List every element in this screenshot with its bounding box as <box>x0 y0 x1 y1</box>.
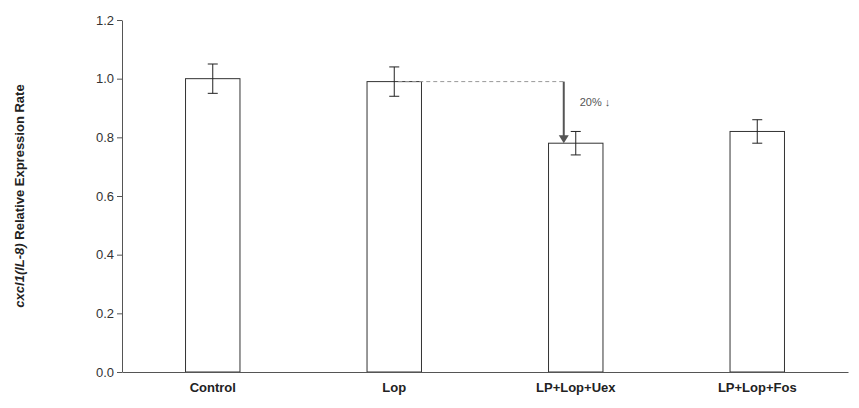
y-tick-mark <box>117 196 122 197</box>
chart: 0.0 0.2 0.4 0.6 0.8 1.0 1.2 Control Lop LP+Lop+Ue… <box>0 0 859 408</box>
error-cap <box>389 96 399 97</box>
x-tick: Lop <box>382 380 406 395</box>
x-tick-label: LP+Lop+Uex <box>536 380 616 395</box>
x-tick-label: LP+Lop+Fos <box>718 380 797 395</box>
error-bar <box>571 131 581 154</box>
y-tick-mark <box>117 79 122 80</box>
y-tick-label: 1.0 <box>96 71 114 86</box>
y-tick: 0.8 <box>96 130 122 145</box>
x-tick: LP+Lop+Uex <box>536 380 616 395</box>
error-cap <box>208 64 218 65</box>
arrow-shaft <box>563 82 565 137</box>
y-tick-label: 1.2 <box>96 13 114 28</box>
y-tick-mark <box>117 20 122 21</box>
y-tick-label: 0.6 <box>96 189 114 204</box>
error-stem <box>575 131 576 154</box>
y-tick-label: 0.2 <box>96 306 114 321</box>
y-tick-mark <box>117 137 122 138</box>
error-cap <box>752 143 762 144</box>
y-tick: 0.4 <box>96 247 122 262</box>
x-tick: Control <box>190 380 236 395</box>
arrow-head <box>559 135 569 143</box>
reference-line <box>398 81 564 82</box>
x-tick-label: Lop <box>382 380 406 395</box>
y-tick: 0.0 <box>96 365 122 380</box>
error-bar <box>389 67 399 96</box>
bar <box>186 79 240 372</box>
y-tick-label: 0.8 <box>96 130 114 145</box>
error-cap <box>571 131 581 132</box>
x-tick-label: Control <box>190 380 236 395</box>
error-cap <box>571 154 581 155</box>
x-axis-line <box>123 372 849 373</box>
y-tick: 0.6 <box>96 189 122 204</box>
annotation-text: 20% ↓ <box>580 96 611 108</box>
y-tick-mark <box>117 255 122 256</box>
error-bar <box>208 64 218 93</box>
error-cap <box>389 66 399 67</box>
y-tick-mark <box>117 313 122 314</box>
error-stem <box>394 67 395 96</box>
y-tick-label: 0.4 <box>96 247 114 262</box>
marks <box>186 64 785 372</box>
y-tick-label: 0.0 <box>96 365 114 380</box>
y-tick: 1.2 <box>96 13 122 28</box>
x-tick: LP+Lop+Fos <box>718 380 797 395</box>
x-axis: Control Lop LP+Lop+Uex LP+Lop+Fos <box>123 373 849 396</box>
annotation <box>398 82 569 144</box>
plot: 0.0 0.2 0.4 0.6 0.8 1.0 1.2 Control Lop LP+Lop+Ue… <box>96 13 849 396</box>
error-stem <box>212 64 213 93</box>
y-tick: 1.0 <box>96 71 122 86</box>
error-cap <box>752 119 762 120</box>
y-tick: 0.2 <box>96 306 122 321</box>
y-axis-line <box>122 21 123 373</box>
y-tick-mark <box>117 372 122 373</box>
y-axis: 0.0 0.2 0.4 0.6 0.8 1.0 1.2 <box>96 13 123 380</box>
bar <box>367 82 421 372</box>
bar <box>549 143 603 372</box>
bar <box>730 131 784 372</box>
error-cap <box>208 93 218 94</box>
y-axis-title: cxcl1(IL-8) Relative Expression Rate <box>12 84 27 307</box>
error-bar <box>752 120 762 143</box>
error-stem <box>757 120 758 143</box>
